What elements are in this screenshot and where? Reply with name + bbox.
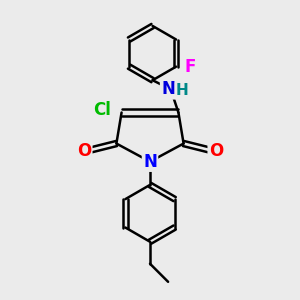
Text: F: F xyxy=(184,58,196,76)
Text: N: N xyxy=(143,153,157,171)
Text: O: O xyxy=(209,142,223,160)
Text: O: O xyxy=(77,142,91,160)
Text: N: N xyxy=(161,80,175,98)
Text: H: H xyxy=(176,83,189,98)
Text: Cl: Cl xyxy=(93,101,111,119)
